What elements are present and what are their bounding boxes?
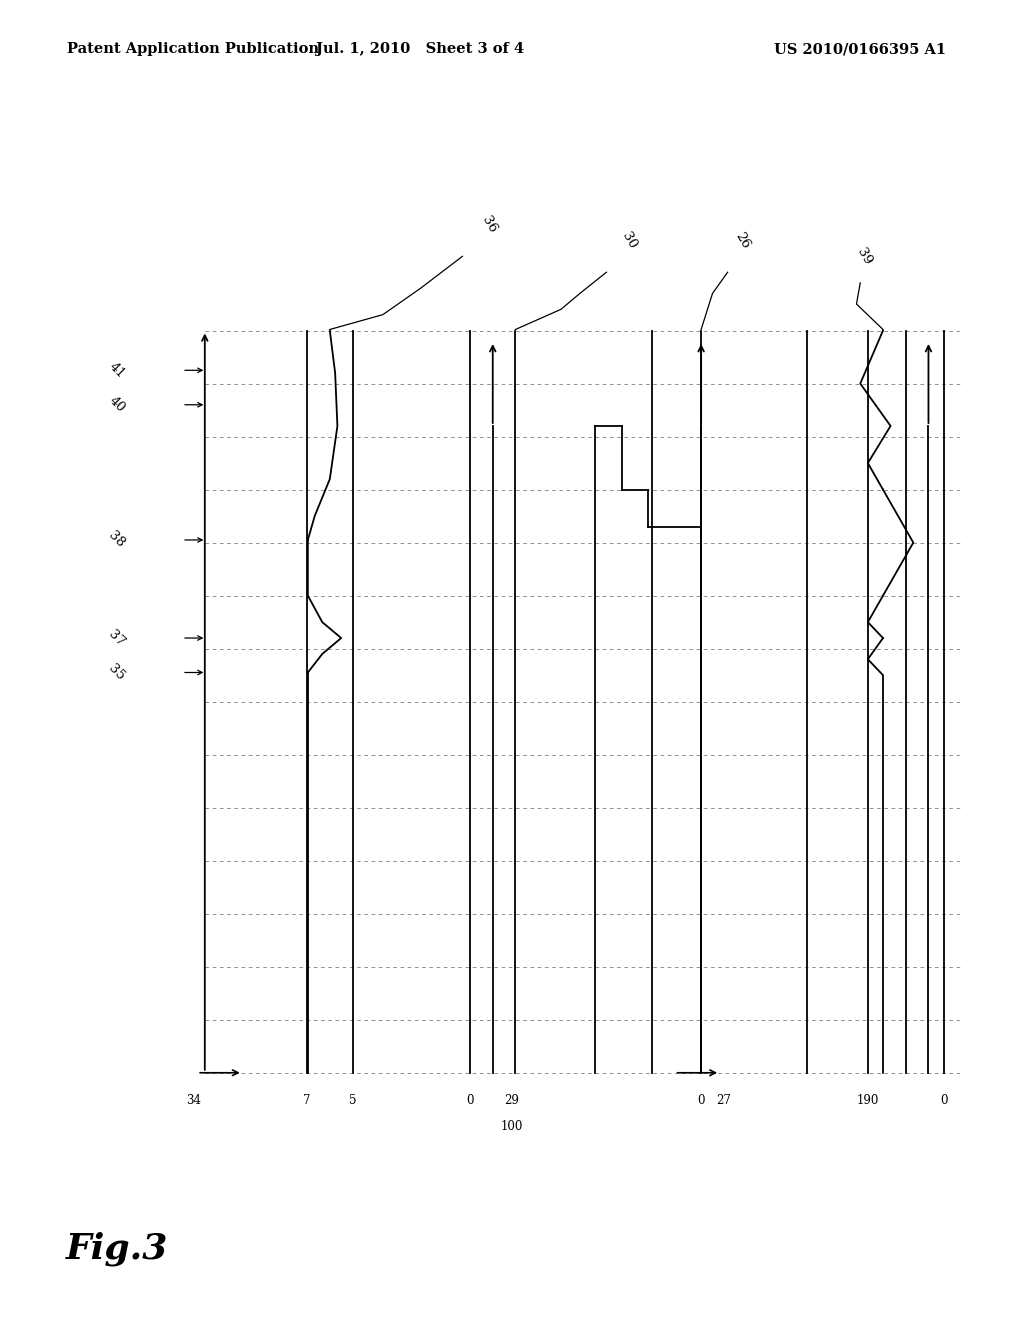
Text: 190: 190: [857, 1094, 879, 1107]
Text: 36: 36: [479, 214, 499, 235]
Text: 35: 35: [106, 661, 127, 682]
Text: 39: 39: [854, 246, 873, 267]
Text: 0: 0: [697, 1094, 705, 1107]
Text: 26: 26: [733, 230, 753, 251]
Text: US 2010/0166395 A1: US 2010/0166395 A1: [774, 42, 946, 57]
Text: 0: 0: [466, 1094, 474, 1107]
Text: 29: 29: [504, 1094, 519, 1107]
Text: 0: 0: [940, 1094, 947, 1107]
Text: 38: 38: [106, 529, 127, 550]
Text: 7: 7: [303, 1094, 311, 1107]
Text: Fig.3: Fig.3: [66, 1232, 168, 1266]
Text: 37: 37: [106, 627, 128, 648]
Text: 41: 41: [106, 360, 127, 381]
Text: 5: 5: [349, 1094, 356, 1107]
Text: 30: 30: [620, 230, 639, 251]
Text: Patent Application Publication: Patent Application Publication: [67, 42, 318, 57]
Text: 27: 27: [717, 1094, 731, 1107]
Text: 100: 100: [501, 1121, 523, 1134]
Text: 34: 34: [186, 1094, 201, 1107]
Text: 40: 40: [106, 395, 127, 416]
Text: Jul. 1, 2010   Sheet 3 of 4: Jul. 1, 2010 Sheet 3 of 4: [315, 42, 524, 57]
